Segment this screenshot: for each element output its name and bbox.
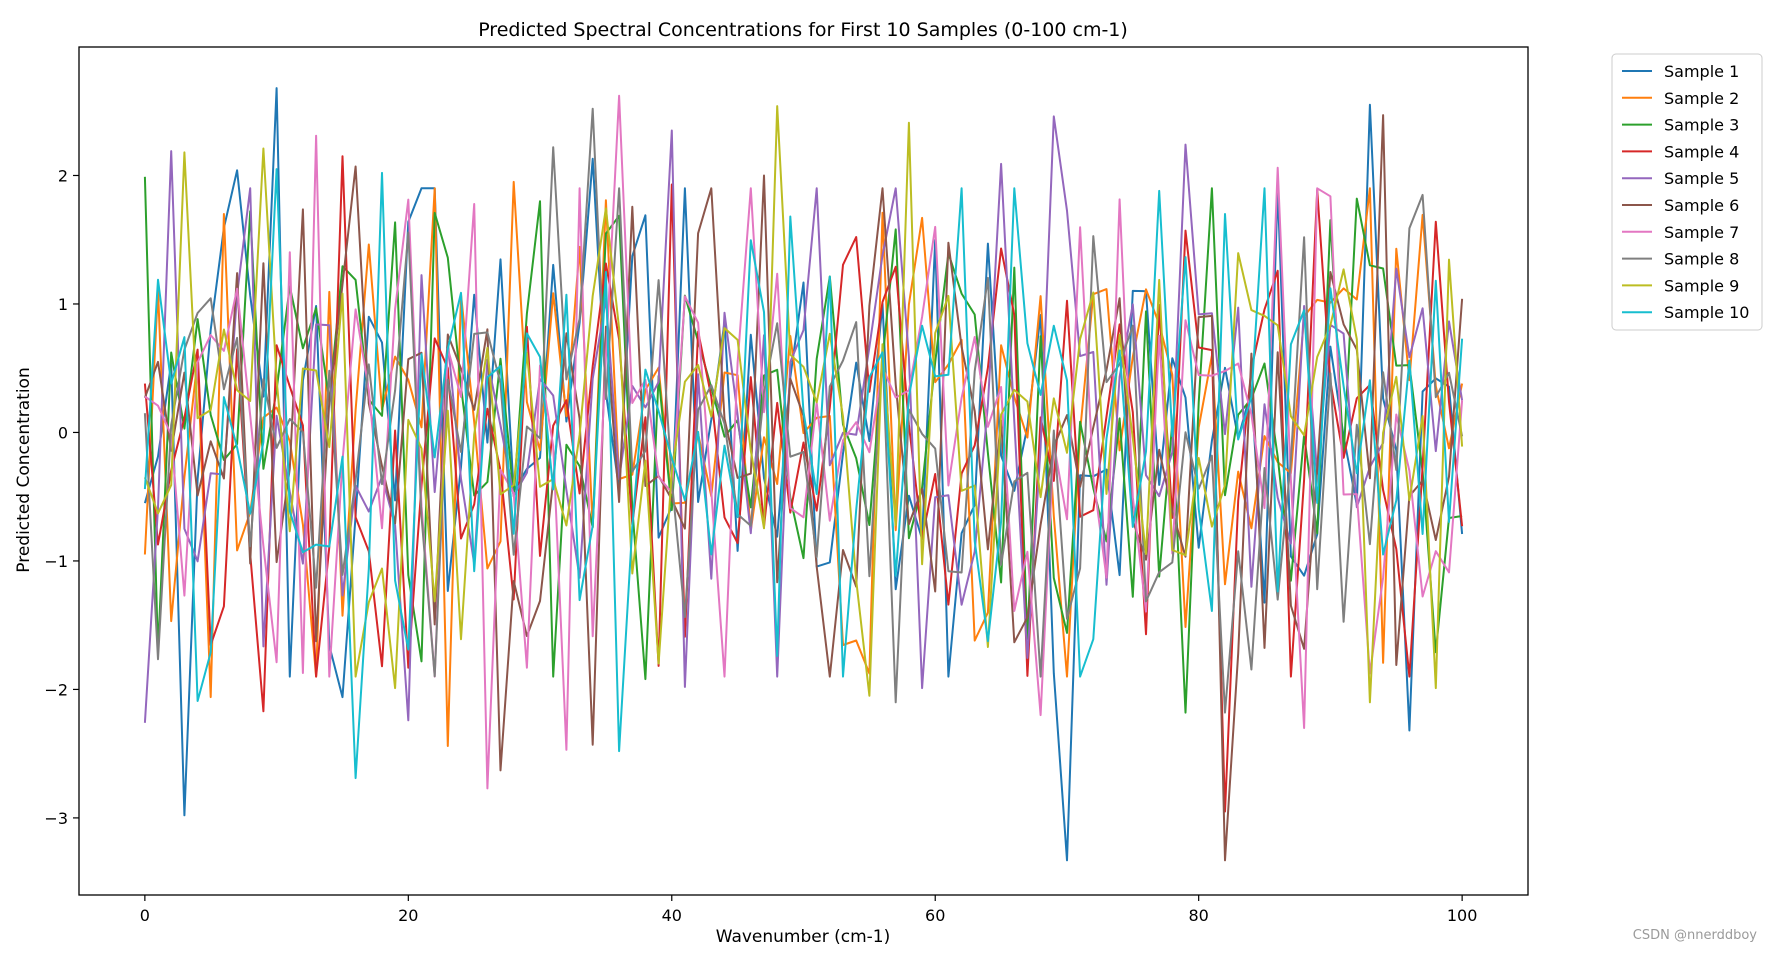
legend: Sample 1 Sample 2 Sample 3 Sample 4 Sample 5…: [1611, 53, 1763, 331]
series-line-sample-8: [143, 107, 1464, 714]
x-axis: 0 20 40 60 80 100: [140, 895, 1478, 925]
legend-label: Sample 3: [1664, 116, 1739, 135]
series-line-sample-10: [143, 168, 1464, 780]
y-tick-label: −1: [44, 552, 68, 571]
x-tick-label: 60: [925, 906, 945, 925]
plot-lines: [143, 87, 1464, 862]
legend-label: Sample 5: [1664, 169, 1739, 188]
plot-frame: [78, 46, 1529, 896]
y-tick-label: 2: [58, 166, 68, 185]
legend-label: Sample 8: [1664, 250, 1739, 269]
legend-label: Sample 6: [1664, 196, 1739, 215]
y-axis: −3 −2 −1 0 1 2: [44, 166, 79, 828]
series-line-sample-4: [143, 155, 1464, 813]
series-line-sample-7: [144, 94, 1464, 790]
legend-label: Sample 9: [1664, 276, 1739, 295]
series-line-sample-5: [143, 115, 1464, 723]
chart-title: Predicted Spectral Concentrations for Fi…: [478, 19, 1128, 41]
x-tick-label: 20: [398, 906, 418, 925]
y-tick-label: −3: [44, 809, 68, 828]
x-tick-label: 80: [1189, 906, 1209, 925]
legend-box: [1611, 53, 1763, 331]
watermark: CSDN @nnerddboy: [1632, 928, 1757, 943]
x-axis-label: Wavenumber (cm-1): [716, 927, 891, 947]
legend-label: Sample 7: [1664, 223, 1739, 242]
y-tick-label: −2: [44, 680, 68, 699]
y-tick-label: 1: [58, 295, 68, 314]
legend-label: Sample 1: [1664, 62, 1739, 81]
series-line-sample-2: [143, 180, 1464, 747]
legend-label: Sample 2: [1664, 89, 1739, 108]
legend-label: Sample 4: [1664, 142, 1739, 161]
y-axis-label: Predicted Concentration: [14, 367, 34, 572]
y-tick-label: 0: [58, 423, 68, 442]
x-tick-label: 100: [1447, 906, 1478, 925]
x-tick-label: 40: [662, 906, 682, 925]
x-tick-label: 0: [140, 906, 150, 925]
legend-label: Sample 10: [1664, 303, 1749, 322]
